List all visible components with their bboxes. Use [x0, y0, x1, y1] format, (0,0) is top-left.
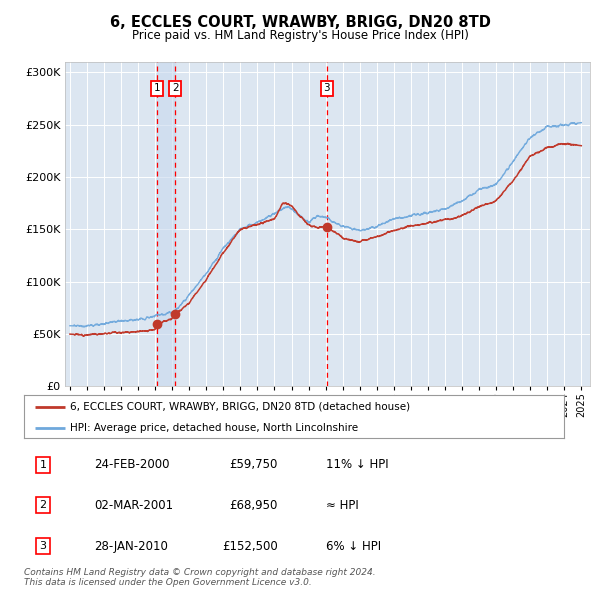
Text: 1: 1 — [40, 460, 46, 470]
Text: 24-FEB-2000: 24-FEB-2000 — [94, 458, 170, 471]
Text: £68,950: £68,950 — [229, 499, 278, 512]
Text: 2: 2 — [172, 83, 178, 93]
Text: 6, ECCLES COURT, WRAWBY, BRIGG, DN20 8TD (detached house): 6, ECCLES COURT, WRAWBY, BRIGG, DN20 8TD… — [70, 402, 410, 412]
Text: 6, ECCLES COURT, WRAWBY, BRIGG, DN20 8TD: 6, ECCLES COURT, WRAWBY, BRIGG, DN20 8TD — [110, 15, 490, 30]
Text: £152,500: £152,500 — [222, 540, 278, 553]
Text: 11% ↓ HPI: 11% ↓ HPI — [326, 458, 389, 471]
Text: Price paid vs. HM Land Registry's House Price Index (HPI): Price paid vs. HM Land Registry's House … — [131, 30, 469, 42]
Text: 6% ↓ HPI: 6% ↓ HPI — [326, 540, 382, 553]
Text: 2: 2 — [40, 500, 46, 510]
Text: 1: 1 — [154, 83, 161, 93]
Text: HPI: Average price, detached house, North Lincolnshire: HPI: Average price, detached house, Nort… — [70, 424, 358, 434]
Bar — [157, 62, 175, 386]
Text: 28-JAN-2010: 28-JAN-2010 — [94, 540, 168, 553]
Text: Contains HM Land Registry data © Crown copyright and database right 2024.: Contains HM Land Registry data © Crown c… — [24, 568, 376, 576]
Text: ≈ HPI: ≈ HPI — [326, 499, 359, 512]
Text: £59,750: £59,750 — [229, 458, 278, 471]
Text: 3: 3 — [323, 83, 330, 93]
Text: 02-MAR-2001: 02-MAR-2001 — [94, 499, 173, 512]
Text: This data is licensed under the Open Government Licence v3.0.: This data is licensed under the Open Gov… — [24, 578, 312, 587]
Text: 3: 3 — [40, 542, 46, 551]
